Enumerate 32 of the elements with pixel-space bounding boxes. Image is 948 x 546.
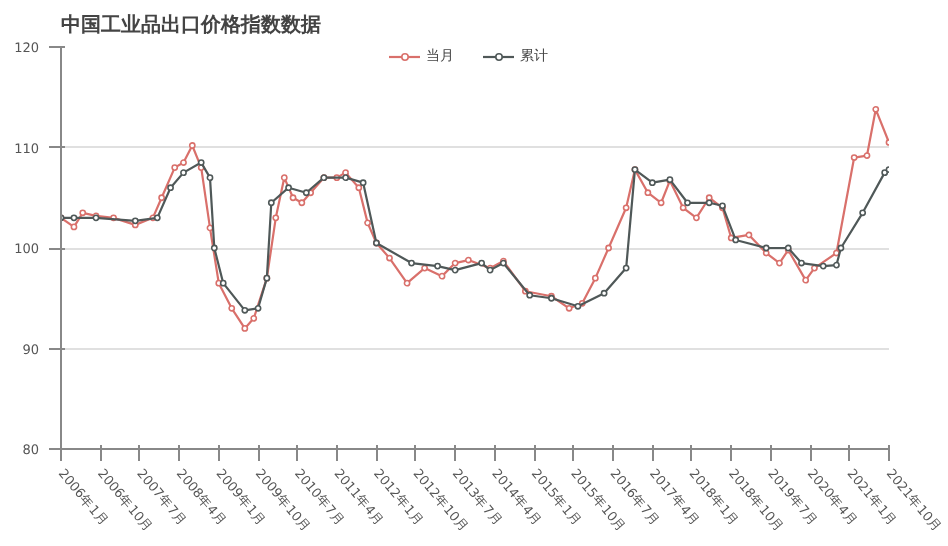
point xyxy=(210,244,218,252)
point xyxy=(267,199,275,207)
point xyxy=(732,236,740,244)
point xyxy=(197,159,205,166)
chart-title: 中国工业品出口价格指数数据 xyxy=(61,13,321,37)
point xyxy=(881,169,889,177)
point xyxy=(648,179,656,187)
point xyxy=(705,199,713,207)
point xyxy=(762,244,770,252)
point xyxy=(206,174,214,182)
point xyxy=(600,289,608,297)
point xyxy=(837,244,845,252)
point xyxy=(180,169,187,177)
point xyxy=(859,209,867,217)
point xyxy=(684,199,691,207)
point xyxy=(359,179,367,187)
point xyxy=(478,259,486,267)
point xyxy=(434,262,441,270)
point xyxy=(70,214,78,222)
point xyxy=(622,264,630,272)
point xyxy=(285,184,292,192)
point xyxy=(302,189,310,197)
point xyxy=(408,259,415,267)
point xyxy=(241,306,249,314)
point xyxy=(798,259,805,267)
point xyxy=(342,174,349,182)
point xyxy=(526,291,534,299)
point xyxy=(819,262,827,270)
point xyxy=(167,184,174,192)
point xyxy=(254,304,262,312)
point xyxy=(451,266,459,274)
point xyxy=(833,261,840,269)
